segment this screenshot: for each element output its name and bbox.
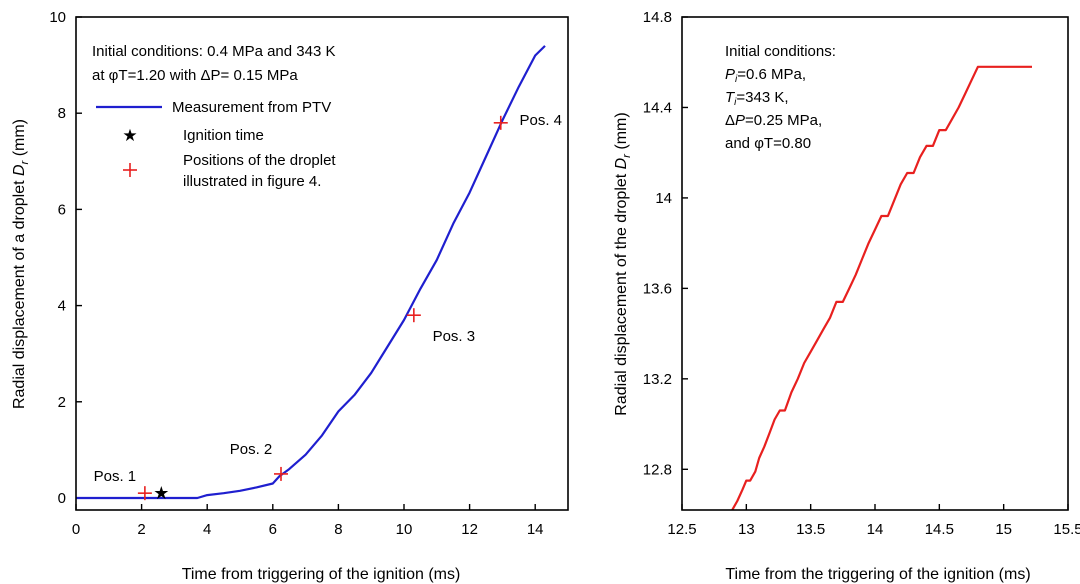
position-marker [406, 308, 421, 323]
position-label: Pos. 3 [433, 328, 476, 345]
left-y-tick-label: 2 [58, 394, 66, 411]
left-annotation-line-2: at φT=1.20 with ΔP= 0.15 MPa [92, 67, 298, 84]
position-marker [493, 115, 508, 130]
legend-entry-positions-1: Positions of the droplet [183, 152, 336, 169]
right-x-tick-label: 15.5 [1053, 521, 1080, 538]
position-marker [137, 486, 152, 501]
left-y-tick-label: 0 [58, 490, 66, 507]
left-y-tick-label: 4 [58, 298, 66, 315]
position-marker [274, 466, 288, 481]
right-x-tick-label: 13 [738, 521, 755, 538]
left-y-tick-label: 10 [49, 9, 66, 26]
right-y-axis-title: Radial displacement of the droplet Dr (m… [613, 112, 633, 415]
legend-entry-positions-2: illustrated in figure 4. [183, 173, 321, 190]
right-series-line [731, 65, 1032, 510]
left-series-line [76, 45, 546, 500]
right-x-tick-label: 13.5 [796, 521, 825, 538]
right-y-tick-label: 13.6 [643, 280, 672, 297]
right-y-tick-label: 14 [655, 190, 672, 207]
right-x-tick-label: 14.5 [925, 521, 954, 538]
right-annotation-line-5: and φT=0.80 [725, 135, 811, 152]
legend-entry-ignition: Ignition time [183, 127, 264, 144]
right-y-tick-label: 14.4 [643, 99, 672, 116]
position-label: Pos. 2 [230, 441, 273, 458]
left-x-tick-label: 12 [461, 521, 478, 538]
right-plot-frame [681, 16, 1069, 511]
right-annotation-line-1: Initial conditions: [725, 43, 836, 60]
left-x-tick-label: 14 [527, 521, 544, 538]
right-y-tick-label: 14.8 [643, 9, 672, 26]
position-label: Pos. 4 [519, 112, 562, 129]
left-x-tick-label: 10 [396, 521, 413, 538]
left-chart: 0 2 4 6 8 10 12 14 0 2 4 6 8 10 ★ Pos. 1 Pos. 2 Pos. 3 Po… [11, 9, 569, 583]
right-x-tick-label: 14 [867, 521, 884, 538]
right-chart: 12.5 13 13.5 14 14.5 15 15.5 12.8 13.2 13.6 14 14.4… [613, 9, 1080, 583]
left-x-tick-label: 0 [72, 521, 80, 538]
left-x-tick-label: 2 [137, 521, 145, 538]
left-x-tick-label: 8 [334, 521, 342, 538]
left-y-tick-label: 8 [58, 105, 66, 122]
right-y-tick-label: 12.8 [643, 461, 672, 478]
right-y-tick-label: 13.2 [643, 371, 672, 388]
right-annotation-line-4: ΔP=0.25 MPa, [725, 112, 822, 129]
right-annotation-line-3: Ti=343 K, [725, 89, 789, 108]
legend-cross-swatch [123, 163, 137, 177]
left-x-tick-label: 4 [203, 521, 211, 538]
legend-entry-measurement: Measurement from PTV [172, 99, 331, 116]
legend-star-swatch: ★ [122, 126, 137, 145]
left-x-tick-label: 6 [269, 521, 277, 538]
left-y-tick-label: 6 [58, 201, 66, 218]
left-plot-frame [75, 16, 569, 511]
right-x-tick-label: 15 [995, 521, 1012, 538]
left-x-axis-title: Time from triggering of the ignition (ms… [182, 566, 461, 583]
position-label: Pos. 1 [94, 468, 137, 485]
right-annotation-line-2: Pi=0.6 MPa, [725, 66, 806, 85]
right-x-axis-title: Time from the triggering of the ignition… [725, 566, 1030, 583]
left-y-axis-title: Radial displacement of a droplet Dr (mm) [11, 119, 31, 409]
ignition-time-marker: ★ [153, 483, 169, 503]
left-annotation-line-1: Initial conditions: 0.4 MPa and 343 K [92, 43, 336, 60]
right-x-tick-label: 12.5 [667, 521, 696, 538]
